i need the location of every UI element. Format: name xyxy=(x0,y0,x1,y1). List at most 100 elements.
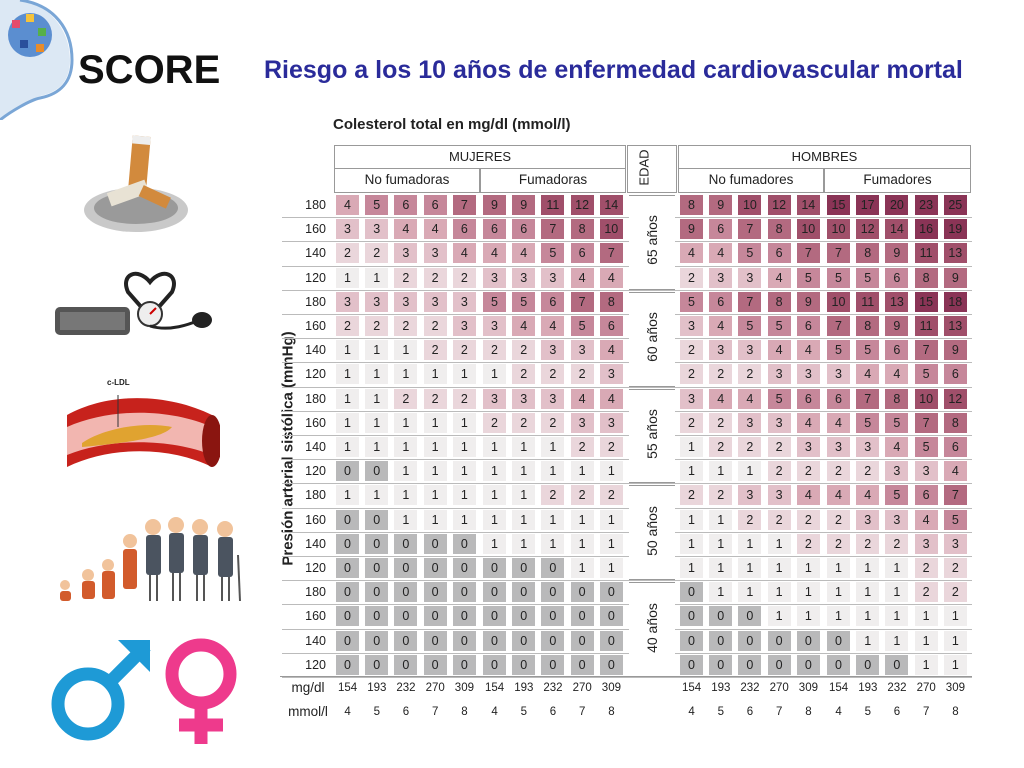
age-group-label: 40 años xyxy=(644,602,660,653)
risk-cell: 1 xyxy=(796,606,820,627)
risk-cell: 2 xyxy=(570,485,594,506)
row-divider xyxy=(282,217,972,219)
male-symbol-icon xyxy=(51,667,125,741)
risk-cell: 1 xyxy=(914,654,938,675)
risk-cell: 1 xyxy=(796,558,820,578)
risk-cell: 6 xyxy=(570,243,594,264)
men-header: HOMBRES xyxy=(678,145,971,169)
risk-cell: 4 xyxy=(709,316,733,336)
risk-cell: 1 xyxy=(709,533,733,554)
risk-cell: 0 xyxy=(423,606,447,627)
risk-cell: 0 xyxy=(336,509,359,530)
risk-cell: 0 xyxy=(680,654,703,675)
risk-cell: 6 xyxy=(541,291,565,312)
risk-cell: 0 xyxy=(336,630,359,651)
risk-cell: 1 xyxy=(512,533,536,554)
risk-cell: 3 xyxy=(512,388,536,409)
risk-cell: 1 xyxy=(738,533,762,554)
risk-cell: 4 xyxy=(541,316,565,336)
risk-cell: 1 xyxy=(570,461,594,482)
risk-cell: 0 xyxy=(336,606,359,627)
risk-cell: 2 xyxy=(483,340,506,361)
risk-cell: 9 xyxy=(885,243,909,264)
risk-cell: 4 xyxy=(856,364,880,385)
risk-cell: 7 xyxy=(738,219,762,240)
risk-cell: 3 xyxy=(599,412,623,433)
mgdl-value: 232 xyxy=(740,682,760,694)
risk-cell: 3 xyxy=(365,219,389,240)
risk-cell: 1 xyxy=(483,485,506,506)
risk-cell: 4 xyxy=(885,364,909,385)
risk-cell: 9 xyxy=(680,219,703,240)
risk-cell: 0 xyxy=(365,630,389,651)
risk-cell: 2 xyxy=(541,485,565,506)
risk-cell: 3 xyxy=(541,388,565,409)
risk-cell: 1 xyxy=(336,340,359,361)
risk-cell: 0 xyxy=(483,582,506,603)
risk-cell: 2 xyxy=(767,437,791,457)
risk-cell: 0 xyxy=(570,606,594,627)
risk-cell: 1 xyxy=(856,558,880,578)
mmol-value: 8 xyxy=(461,706,468,718)
risk-cell: 2 xyxy=(827,533,850,554)
risk-cell: 2 xyxy=(423,267,447,288)
bp-label: 180 xyxy=(305,391,326,406)
risk-cell: 11 xyxy=(541,195,565,215)
mmol-value: 8 xyxy=(805,706,812,718)
risk-cell: 1 xyxy=(570,509,594,530)
risk-cell: 0 xyxy=(452,533,476,554)
risk-cell: 6 xyxy=(827,388,850,409)
risk-cell: 0 xyxy=(336,461,359,482)
risk-cell: 0 xyxy=(336,654,359,675)
risk-cell: 0 xyxy=(512,558,536,578)
risk-cell: 1 xyxy=(452,437,476,457)
risk-cell: 9 xyxy=(885,316,909,336)
risk-cell: 1 xyxy=(512,461,536,482)
risk-cell: 1 xyxy=(570,558,594,578)
risk-cell: 2 xyxy=(599,485,623,506)
bp-label: 120 xyxy=(305,561,326,575)
bp-label: 120 xyxy=(305,270,326,285)
risk-cell: 1 xyxy=(827,558,850,578)
risk-cell: 4 xyxy=(336,195,359,215)
risk-cell: 7 xyxy=(738,291,762,312)
mgdl-value: 154 xyxy=(829,682,849,694)
risk-cell: 3 xyxy=(738,412,762,433)
risk-cell: 2 xyxy=(483,412,506,433)
risk-cell: 5 xyxy=(943,509,967,530)
risk-cell: 1 xyxy=(914,606,938,627)
risk-cell: 7 xyxy=(914,412,938,433)
risk-cell: 1 xyxy=(856,630,880,651)
risk-cell: 1 xyxy=(680,533,703,554)
risk-cell: 1 xyxy=(512,509,536,530)
risk-cell: 1 xyxy=(680,437,703,457)
gender-symbols-icon xyxy=(51,638,237,744)
risk-cell: 11 xyxy=(914,316,938,336)
risk-cell: 0 xyxy=(394,654,418,675)
mmol-value: 7 xyxy=(922,706,930,718)
row-divider xyxy=(282,604,972,606)
risk-cell: 3 xyxy=(856,437,880,457)
risk-cell: 2 xyxy=(680,412,703,433)
risk-cell: 6 xyxy=(423,195,447,215)
risk-cell: 1 xyxy=(827,582,850,603)
risk-cell: 2 xyxy=(394,388,418,409)
risk-cell: 1 xyxy=(336,364,359,385)
bp-label: 180 xyxy=(305,488,326,503)
risk-cell: 3 xyxy=(336,219,359,240)
risk-cell: 0 xyxy=(709,654,733,675)
risk-cell: 10 xyxy=(827,219,850,240)
c-ldl-label: c-LDL xyxy=(107,378,130,387)
risk-cell: 2 xyxy=(827,509,850,530)
risk-cell: 3 xyxy=(738,267,762,288)
risk-cell: 3 xyxy=(483,267,506,288)
risk-cell: 1 xyxy=(796,582,820,603)
risk-cell: 1 xyxy=(365,485,389,506)
risk-cell: 3 xyxy=(483,388,506,409)
risk-cell: 2 xyxy=(394,316,418,336)
mgdl-value: 270 xyxy=(916,682,936,694)
risk-cell: 1 xyxy=(394,485,418,506)
risk-cell: 1 xyxy=(767,558,791,578)
risk-cell: 1 xyxy=(856,582,880,603)
female-symbol-icon xyxy=(165,638,237,710)
